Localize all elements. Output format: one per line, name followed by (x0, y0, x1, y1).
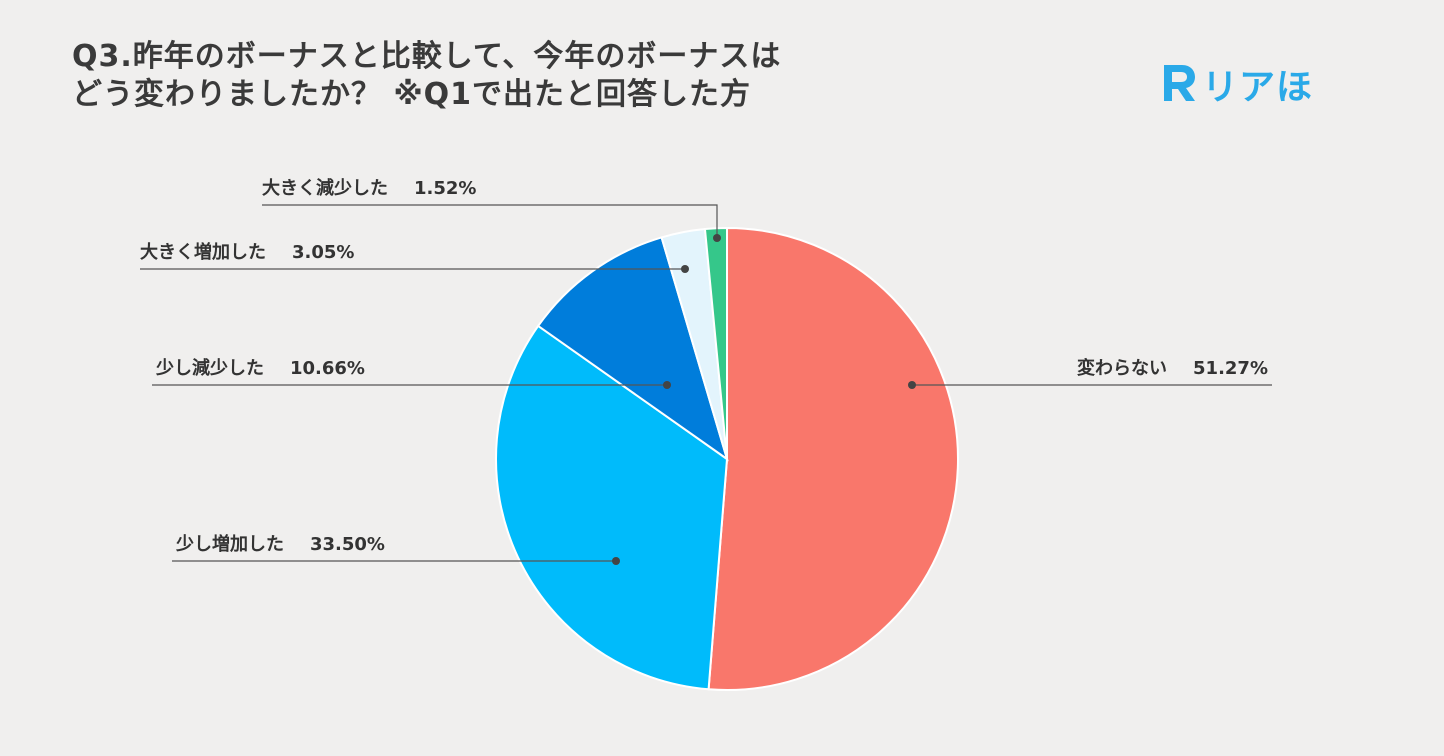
leader-dot-2 (663, 381, 671, 389)
leader-dot-3 (681, 265, 689, 273)
slice-label-group-2: 少し減少した 10.66% (152, 357, 671, 389)
leader-dot-1 (612, 557, 620, 565)
slice-label-2: 少し減少した 10.66% (155, 357, 365, 379)
slice-label-value-1: 33.50% (310, 534, 385, 555)
slice-label-1: 少し増加した 33.50% (175, 533, 385, 555)
slice-label-name-3: 大きく増加した (140, 241, 266, 263)
pie-slice-1 (495, 324, 729, 691)
slice-label-value-0: 51.27% (1193, 358, 1268, 379)
slice-label-name-4: 大きく減少した (262, 177, 388, 199)
pie-slice-0 (707, 226, 959, 691)
r-speech-bubble-icon (1164, 65, 1195, 101)
slice-label-group-4: 大きく減少した 1.52% (262, 177, 721, 242)
slice-label-group-3: 大きく増加した 3.05% (140, 241, 689, 273)
slice-label-name-0: 変わらない (1077, 357, 1167, 379)
slice-label-value-4: 1.52% (414, 178, 476, 199)
slice-label-group-1: 少し増加した 33.50% (172, 533, 620, 565)
slice-label-name-2: 少し減少した (155, 357, 264, 379)
slice-label-3: 大きく増加した 3.05% (140, 241, 354, 263)
title-line-1: Q3.昨年のボーナスと比較して、今年のボーナスは (72, 39, 782, 74)
slice-label-name-1: 少し増加した (175, 533, 284, 555)
leader-dot-0 (908, 381, 916, 389)
pie-slice-2 (536, 236, 729, 462)
title-line-2: どう変わりましたか？ ※Q1で出たと回答した方 (72, 77, 751, 112)
chart-title: Q3.昨年のボーナスと比較して、今年のボーナスは どう変わりましたか？ ※Q1で… (72, 38, 781, 114)
slice-label-group-0: 変わらない 51.27% (908, 357, 1272, 389)
leader-dot-4 (713, 234, 721, 242)
pie-slice-4 (703, 226, 728, 460)
slice-label-value-2: 10.66% (290, 358, 365, 379)
slice-label-0: 変わらない 51.27% (1077, 357, 1268, 379)
brand-logo: リアほ (1158, 58, 1313, 110)
slice-label-value-3: 3.05% (292, 242, 354, 263)
leader-line-4 (262, 204, 718, 238)
slice-label-4: 大きく減少した 1.52% (262, 177, 476, 199)
logo-text: リアほ (1202, 67, 1314, 108)
